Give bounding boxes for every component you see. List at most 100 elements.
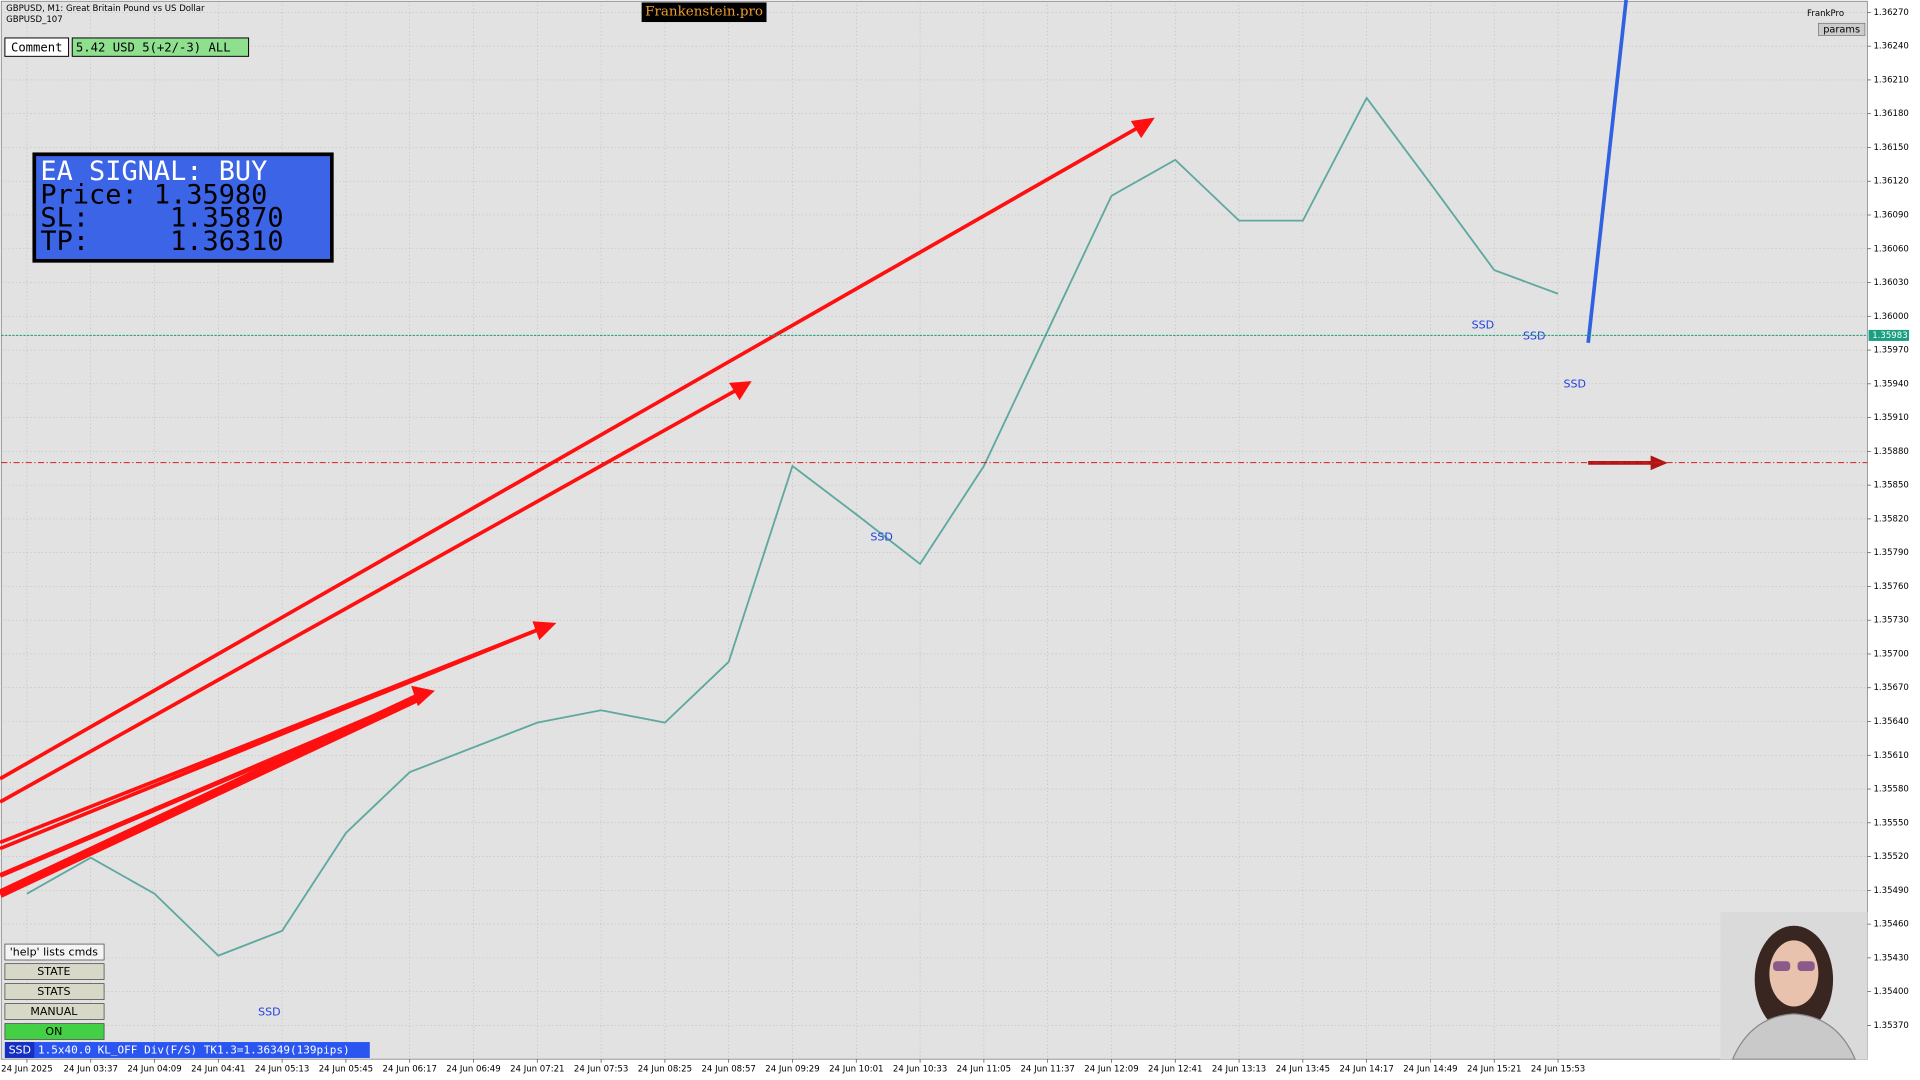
y-tick-label: 1.35400 xyxy=(1873,987,1908,997)
status-bar xyxy=(4,1042,370,1058)
y-tick-label: 1.36120 xyxy=(1873,177,1908,187)
comment-value: 5.42 USD 5(+2/-3) ALL xyxy=(76,40,231,54)
current-price-label: 1.35983 xyxy=(1872,331,1907,341)
y-tick-label: 1.35940 xyxy=(1873,379,1908,389)
x-tick-label: 24 Jun 04:41 xyxy=(191,1064,245,1074)
x-tick-label: 24 Jun 05:45 xyxy=(319,1064,373,1074)
y-tick-label: 1.35520 xyxy=(1873,852,1908,862)
button[interactable] xyxy=(4,1003,105,1020)
price-line xyxy=(26,96,1559,957)
x-tick-label: 24 Jun 13:13 xyxy=(1212,1064,1266,1074)
x-tick-label: 24 Jun 12:09 xyxy=(1084,1064,1138,1074)
help-text: 'help' lists cmds xyxy=(10,946,99,959)
y-tick-label: 1.35820 xyxy=(1873,514,1908,524)
signal-price: Price: 1.35980 xyxy=(40,179,267,210)
comment-box xyxy=(4,37,70,57)
y-tick-label: 1.36240 xyxy=(1873,42,1908,52)
status-tag: SSD xyxy=(9,1044,31,1057)
x-tick-label: 24 Jun 11:05 xyxy=(957,1064,1011,1074)
y-tick-label: 1.35730 xyxy=(1873,616,1908,626)
signal-sl: SL: 1.35870 xyxy=(40,203,283,234)
x-tick-label: 24 Jun 14:17 xyxy=(1339,1064,1393,1074)
current-price-box xyxy=(1868,329,1909,341)
x-tick-label: 24 Jun 06:17 xyxy=(383,1064,437,1074)
y-tick-label: 1.35700 xyxy=(1873,649,1908,659)
symbol-line: GBPUSD, M1: Great Britain Pound vs US Do… xyxy=(6,4,205,14)
x-tick-label: 24 Jun 15:21 xyxy=(1467,1064,1521,1074)
x-tick-label: 24 Jun 14:49 xyxy=(1403,1064,1457,1074)
account-line: GBPUSD_107 xyxy=(6,15,63,25)
y-tick-label: 1.36270 xyxy=(1873,8,1908,18)
y-tick-label: 1.35640 xyxy=(1873,717,1908,727)
x-tick-label: 24 Jun 03:37 xyxy=(64,1064,118,1074)
y-tick-label: 1.35850 xyxy=(1873,481,1908,491)
x-tick-label: 24 Jun 08:25 xyxy=(638,1064,692,1074)
y-tick-label: 1.35760 xyxy=(1873,582,1908,592)
y-tick-label: 1.35970 xyxy=(1873,346,1908,356)
y-tick-label: 1.35880 xyxy=(1873,447,1908,457)
y-tick-label: 1.35370 xyxy=(1873,1021,1908,1031)
trend-arrows xyxy=(0,117,1155,898)
ssd-label: SSD xyxy=(1472,319,1494,332)
status-tag-box xyxy=(4,1042,35,1058)
y-tick-label: 1.35580 xyxy=(1873,785,1908,795)
button-label[interactable]: STATE xyxy=(37,965,70,978)
x-tick-label: 24 Jun 10:01 xyxy=(829,1064,883,1074)
y-tick-label: 1.35910 xyxy=(1873,413,1908,423)
y-tick-label: 1.36060 xyxy=(1873,244,1908,254)
button-label[interactable]: STATS xyxy=(37,985,70,998)
signal-title: EA SIGNAL: BUY xyxy=(40,156,267,187)
y-tick-label: 1.36090 xyxy=(1873,210,1908,220)
x-tick-label: 24 Jun 05:13 xyxy=(255,1064,309,1074)
y-tick-label: 1.35670 xyxy=(1873,683,1908,693)
ssd-label: SSD xyxy=(1523,330,1545,343)
button-label[interactable]: MANUAL xyxy=(30,1005,78,1018)
avatar xyxy=(1720,912,1868,1060)
x-tick-label: 24 Jun 08:57 xyxy=(701,1064,755,1074)
y-tick-label: 1.36000 xyxy=(1873,312,1908,322)
x-tick-label: 24 Jun 12:41 xyxy=(1148,1064,1202,1074)
button-label[interactable]: ON xyxy=(45,1025,62,1038)
x-tick-label: 24 Jun 09:29 xyxy=(765,1064,819,1074)
y-tick-label: 1.35790 xyxy=(1873,548,1908,558)
x-tick-label: 24 Jun 10:33 xyxy=(893,1064,947,1074)
comment-value-box xyxy=(71,37,250,57)
x-tick-label: 24 Jun 11:37 xyxy=(1020,1064,1074,1074)
x-tick-label: 24 Jun 07:21 xyxy=(510,1064,564,1074)
y-tick-label: 1.35430 xyxy=(1873,953,1908,963)
y-tick-label: 1.35610 xyxy=(1873,751,1908,761)
status-text: 1.5x40.0 KL_OFF Div(F/S) TK1.3=1.36349(1… xyxy=(38,1044,350,1057)
button[interactable] xyxy=(4,1023,105,1040)
comment-label: Comment xyxy=(11,40,63,54)
ssd-label: SSD xyxy=(258,1006,280,1019)
x-tick-label: 24 Jun 07:53 xyxy=(574,1064,628,1074)
y-tick-label: 1.35460 xyxy=(1873,920,1908,930)
brand: Frankenstein.pro xyxy=(645,5,763,20)
button[interactable] xyxy=(4,983,105,1000)
params-button[interactable] xyxy=(1818,22,1866,36)
grid xyxy=(1,1,1868,1060)
ssd-layer: SSD SSD SSD SSD SSD xyxy=(258,319,1586,1019)
user: FrankPro xyxy=(1807,9,1844,19)
x-tick-label: 24 Jun 13:45 xyxy=(1276,1064,1330,1074)
y-tick-label: 1.36210 xyxy=(1873,75,1908,85)
series-layer xyxy=(26,96,1559,957)
y-tick-label: 1.36180 xyxy=(1873,109,1908,119)
x-tick-label: 24 Jun 15:53 xyxy=(1531,1064,1585,1074)
x-tick-label: 24 Jun 2025 xyxy=(1,1064,53,1074)
button[interactable] xyxy=(4,963,105,980)
signal-line xyxy=(1586,0,1628,344)
signal-box xyxy=(32,152,334,263)
signal-tp: TP: 1.36310 xyxy=(40,226,283,257)
ssd-label: SSD xyxy=(1563,377,1585,390)
params-label[interactable]: params xyxy=(1823,24,1860,35)
y-tick-label: 1.36030 xyxy=(1873,278,1908,288)
brand-box xyxy=(641,2,767,23)
buttons: STATE STATS MANUAL ON xyxy=(4,963,105,1040)
y-tick-label: 1.35550 xyxy=(1873,818,1908,828)
y-tick-label: 1.36150 xyxy=(1873,143,1908,153)
x-tick-label: 24 Jun 04:09 xyxy=(127,1064,181,1074)
x-tick-label: 24 Jun 06:49 xyxy=(446,1064,500,1074)
